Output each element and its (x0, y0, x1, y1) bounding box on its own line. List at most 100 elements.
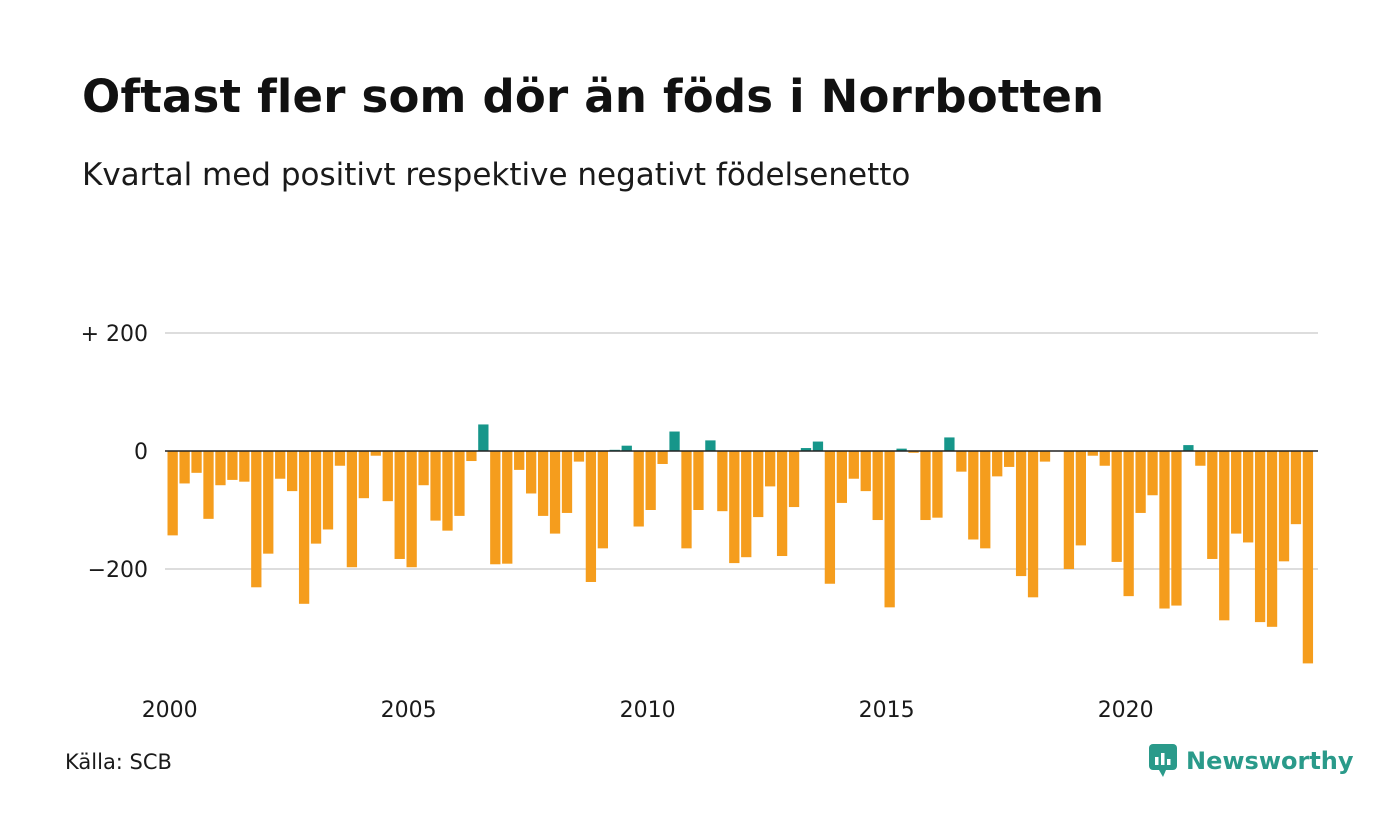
bar-negative (310, 451, 322, 544)
bar-negative (1063, 451, 1075, 569)
bar-negative (490, 451, 501, 565)
bar-negative (1219, 451, 1230, 621)
bar-negative (191, 451, 202, 473)
bar-negative (167, 451, 178, 536)
bar-negative (884, 451, 895, 608)
bar-positive (621, 445, 632, 451)
bar-negative (227, 451, 238, 480)
bar-negative (1004, 451, 1015, 467)
bar-negative (836, 451, 847, 503)
bar-negative (585, 451, 597, 582)
bar-negative (1087, 451, 1098, 456)
bar-negative (693, 451, 704, 510)
x-tick-label: 2020 (1098, 698, 1154, 723)
bar-negative (239, 451, 250, 482)
bar-negative (406, 451, 417, 568)
bar-negative (956, 451, 967, 472)
bar-negative (1266, 451, 1278, 627)
bar-negative (1111, 451, 1122, 562)
bar-negative (645, 451, 656, 510)
bar-negative (729, 451, 740, 564)
bar-negative (1027, 451, 1039, 598)
bars (167, 424, 1314, 664)
bar-negative (334, 451, 346, 466)
x-tick-label: 2010 (620, 698, 676, 723)
brand-logo[interactable]: Newsworthy (1148, 743, 1354, 779)
bar-negative (1159, 451, 1170, 609)
bar-negative (430, 451, 441, 521)
bar-negative (394, 451, 405, 559)
bar-negative (980, 451, 991, 549)
bar-negative (466, 451, 477, 462)
bar-negative (597, 451, 608, 549)
brand-name: Newsworthy (1186, 747, 1354, 775)
y-axis-labels: + 200 0 −200 (81, 322, 148, 583)
bar-negative (633, 451, 644, 527)
bar-negative (1039, 451, 1051, 462)
bar-negative (1207, 451, 1218, 559)
bar-negative (1171, 451, 1182, 606)
bar-negative (251, 451, 262, 588)
bar-negative (514, 451, 525, 470)
bar-positive (812, 441, 824, 451)
bar-negative (298, 451, 310, 604)
bar-negative (992, 451, 1003, 477)
source-note: Källa: SCB (65, 750, 172, 774)
bar-negative (1195, 451, 1206, 466)
bar-positive (896, 448, 907, 451)
x-axis-labels: 2000 2005 2010 2015 2020 (142, 698, 1154, 723)
bar-negative (537, 451, 549, 516)
bar-negative (370, 451, 381, 456)
bar-negative (287, 451, 298, 492)
bar-positive (1183, 445, 1194, 451)
bar-negative (1135, 451, 1146, 513)
bar-negative (824, 451, 836, 584)
y-tick-label: −200 (88, 558, 148, 583)
bar-negative (681, 451, 692, 549)
bar-negative (1099, 451, 1110, 466)
bar-negative (1254, 451, 1266, 623)
bar-negative (968, 451, 979, 540)
bar-positive (800, 448, 812, 451)
bar-negative (1015, 451, 1027, 577)
bar-negative (717, 451, 728, 512)
bar-negative (275, 451, 286, 479)
bar-negative (454, 451, 465, 516)
x-tick-label: 2005 (381, 698, 437, 723)
bar-negative (860, 451, 871, 492)
bar-negative (358, 451, 369, 499)
bar-negative (932, 451, 943, 518)
bar-positive (478, 424, 489, 451)
bar-negative (1075, 451, 1086, 546)
bar-negative (1123, 451, 1134, 597)
bar-negative (1302, 451, 1314, 664)
bar-negative (418, 451, 429, 486)
bar-negative (753, 451, 764, 518)
chart-bubble-icon (1149, 744, 1177, 777)
bar-negative (741, 451, 752, 558)
bar-positive (669, 431, 680, 451)
x-tick-label: 2015 (859, 698, 915, 723)
bar-negative (526, 451, 537, 494)
bar-negative (1231, 451, 1242, 534)
bar-negative (573, 451, 585, 462)
bar-positive (944, 437, 955, 451)
chart-subtitle: Kvartal med positivt respektive negativt… (82, 157, 911, 193)
bar-negative (561, 451, 573, 513)
bar-negative (776, 451, 788, 557)
bar-negative (502, 451, 513, 564)
bar-negative (442, 451, 453, 531)
y-tick-label: + 200 (81, 322, 148, 347)
bar-negative (263, 451, 274, 554)
bar-negative (322, 451, 334, 530)
bar-negative (1243, 451, 1254, 543)
x-tick-label: 2000 (142, 698, 198, 723)
bar-negative (179, 451, 190, 484)
chart-title: Oftast fler som dör än föds i Norrbotten (82, 70, 1105, 123)
bar-negative (382, 451, 393, 502)
bar-negative (1278, 451, 1290, 562)
bar-negative (215, 451, 226, 486)
bar-positive (705, 440, 716, 451)
y-tick-label: 0 (134, 440, 148, 465)
